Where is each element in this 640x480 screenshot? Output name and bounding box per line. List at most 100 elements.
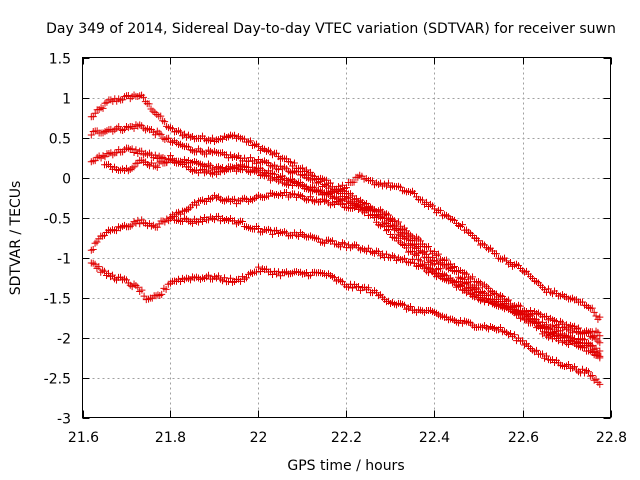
series-s4 [101,152,604,323]
data-point [203,150,210,158]
data-point [287,158,294,166]
data-point [157,112,165,120]
data-point [333,187,340,195]
data-point [547,331,554,339]
data-point [303,166,310,174]
y-axis-label: SDTVAR / TECUs [8,181,24,296]
data-points [87,91,604,388]
y-tick-label: 1 [62,92,71,108]
data-point [543,352,550,360]
data-point [109,271,116,279]
data-point [134,283,142,291]
data-point [132,146,140,154]
data-point [165,134,173,142]
data-point [403,244,410,252]
data-point [91,109,99,117]
data-point [307,193,314,201]
data-point [138,286,146,294]
data-point [369,177,376,185]
data-point [271,161,278,169]
data-point [461,280,468,288]
data-point [592,312,600,320]
data-point [161,118,169,126]
data-point [505,296,512,304]
series-s6 [87,259,604,388]
data-point [453,268,460,276]
data-point [291,159,298,167]
data-point [134,93,142,101]
data-point [161,159,169,167]
data-point [255,143,262,151]
data-point [413,244,420,252]
x-tick-label: 22.4 [419,430,450,446]
data-point [437,207,444,215]
data-point [341,240,348,248]
data-point [162,285,170,293]
x-tick-label: 21.8 [155,430,186,446]
data-point [158,290,166,298]
data-point [393,225,400,233]
data-point [327,179,334,187]
data-point [99,104,107,112]
data-point [145,100,153,108]
data-point [543,321,550,329]
data-point [435,250,442,258]
data-point [124,144,132,152]
data-point [507,258,514,266]
x-tick-label: 22 [250,430,268,446]
y-tick-label: 0.5 [49,132,71,148]
data-point [596,313,604,321]
data-point [533,346,540,354]
data-point [475,237,482,245]
data-point [157,130,165,138]
data-point [588,342,596,350]
data-point [565,340,572,348]
data-point [403,235,410,243]
data-point [423,198,430,206]
data-point [475,287,482,295]
data-point [596,332,604,340]
data-point [596,339,604,347]
x-tick-label: 21.6 [68,430,99,446]
data-point [165,156,173,164]
data-point [136,220,144,228]
x-tick-label: 22.2 [331,430,362,446]
data-point [592,327,600,335]
series-s5 [87,188,604,360]
data-point [549,321,556,329]
data-point [113,227,120,235]
data-point [365,284,372,292]
data-point [425,242,432,250]
data-point [459,221,466,229]
data-point [493,250,500,258]
data-point [594,328,602,336]
data-point [555,337,562,345]
data-point [153,163,161,171]
y-tick-label: -2 [57,332,71,348]
data-point [255,263,262,271]
data-point [156,291,164,299]
y-tick-label: -1.5 [44,292,71,308]
data-point [497,323,504,331]
data-point [525,311,532,319]
data-point [487,291,494,299]
data-point [401,301,408,309]
data-point [215,212,222,220]
axis-ticks [82,57,612,419]
data-point [431,260,438,268]
data-point [431,205,438,213]
data-point [317,177,324,185]
data-point [565,360,572,368]
data-point [126,222,134,230]
data-point [283,189,290,197]
data-point [93,238,101,246]
data-point [379,214,386,222]
data-point [255,225,262,233]
data-point [588,304,596,312]
data-point [395,218,402,226]
data-point [347,197,354,205]
y-tick-label: 1.5 [49,52,71,68]
data-point [431,248,438,256]
data-point [592,375,600,383]
data-point [231,195,238,203]
